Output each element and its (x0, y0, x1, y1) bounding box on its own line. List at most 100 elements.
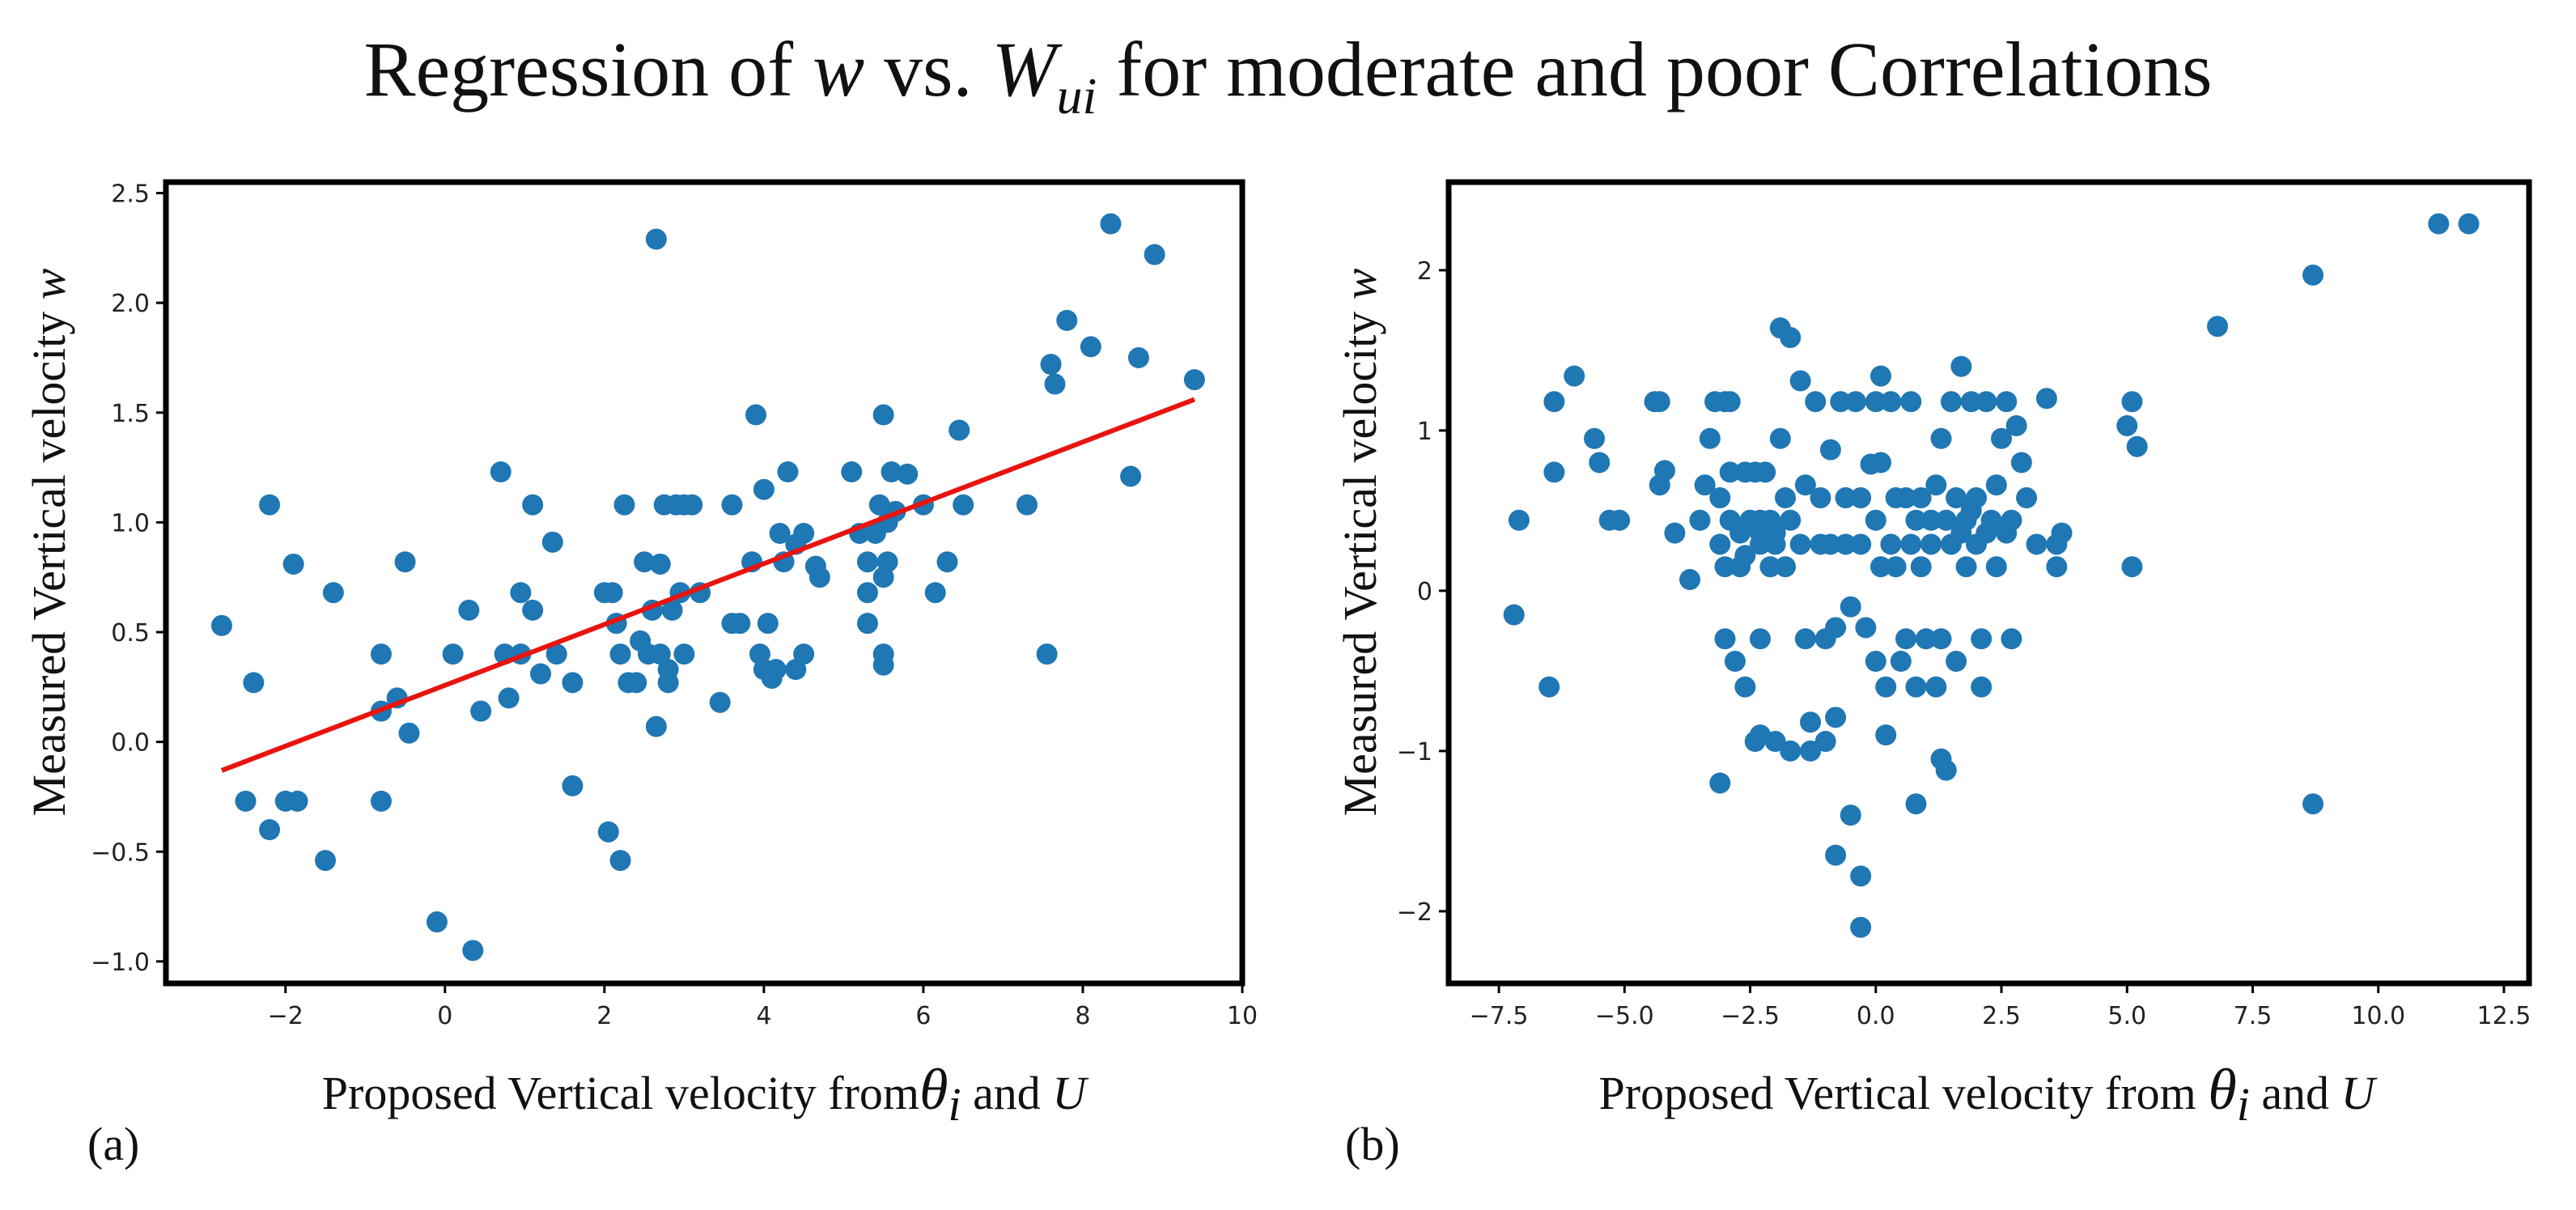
data-point (1880, 391, 1902, 413)
figure-title: Regression of w vs. Wui for moderate and… (0, 24, 2576, 126)
data-point (1127, 346, 1149, 368)
x-label-mid: and (2250, 1067, 2341, 1119)
data-point (2005, 414, 2027, 436)
data-point (609, 643, 631, 665)
y-tick-label-a: −0.5 (91, 839, 150, 867)
data-point (210, 614, 232, 636)
data-point (936, 551, 958, 573)
data-point (1895, 628, 1917, 650)
y-label-w: w (1334, 268, 1386, 299)
data-point (1709, 772, 1731, 794)
data-point (1925, 676, 1947, 698)
data-point (1920, 509, 1942, 531)
data-point (1755, 461, 1776, 483)
data-point (1800, 711, 1822, 733)
data-point (510, 582, 532, 604)
data-point (2010, 452, 2032, 473)
data-point (948, 419, 970, 441)
data-point (470, 700, 492, 722)
data-point (1900, 391, 1922, 413)
x-label-prefix: Proposed Vertical velocity from (322, 1067, 919, 1119)
data-point (897, 463, 919, 485)
data-point (1503, 604, 1525, 626)
data-point (1734, 676, 1756, 698)
y-tick-label-a: 1.0 (111, 509, 150, 537)
y-tick-label-a: 2.0 (111, 290, 150, 318)
data-point (769, 522, 791, 544)
data-point (2428, 213, 2450, 235)
x-tick-label-a: 10 (1227, 1002, 1258, 1030)
data-point (1814, 731, 1836, 753)
data-point (1679, 569, 1701, 591)
x-axis-label-a: Proposed Vertical velocity fromθi and U (322, 1057, 1090, 1131)
scatter-points-b (1503, 213, 2480, 938)
data-point (841, 461, 863, 483)
data-point (1794, 628, 1816, 650)
data-point (2458, 213, 2480, 235)
data-point (442, 643, 464, 665)
x-tick-label-b: −7.5 (1470, 1002, 1529, 1030)
data-point (729, 613, 751, 635)
data-point (1835, 533, 1857, 555)
data-point (1780, 740, 1802, 762)
data-point (645, 228, 667, 250)
x-tick-label-b: 10.0 (2351, 1002, 2405, 1030)
x-tick-label-b: 2.5 (1982, 1002, 2021, 1030)
data-point (1870, 365, 1891, 387)
data-point (2035, 388, 2057, 410)
data-point (259, 819, 281, 841)
x-tick-label-a: 6 (915, 1002, 931, 1030)
data-point (1759, 556, 1781, 578)
data-point (1649, 391, 1670, 413)
data-point (1664, 522, 1686, 544)
data-point (1991, 427, 2013, 449)
data-point (1895, 487, 1917, 509)
data-point (1709, 533, 1731, 555)
data-point (1890, 651, 1912, 673)
title-var-W: W (991, 26, 1057, 113)
data-point (1965, 487, 1987, 509)
x-tick-label-a: 0 (437, 1002, 452, 1030)
data-point (541, 531, 563, 553)
data-point (1940, 391, 1962, 413)
data-point (709, 691, 731, 713)
data-point (315, 850, 337, 872)
data-point (1980, 509, 2002, 531)
data-point (2051, 522, 2073, 544)
data-point (1855, 617, 1877, 639)
data-point (601, 582, 623, 604)
data-point (522, 599, 544, 621)
data-point (398, 722, 420, 744)
data-point (1880, 533, 1902, 555)
data-point (745, 404, 767, 426)
data-point (657, 672, 679, 694)
data-point (721, 494, 743, 516)
data-point (1789, 370, 1811, 392)
data-point (1609, 509, 1631, 531)
data-point (1749, 628, 1771, 650)
data-point (765, 659, 787, 681)
data-point (1044, 373, 1066, 395)
data-point (1915, 628, 1937, 650)
y-tick-label-a: 0.0 (111, 729, 150, 758)
data-point (1794, 474, 1816, 496)
data-point (1910, 556, 1932, 578)
data-point (1865, 651, 1886, 673)
x-label-subscript: i (2237, 1078, 2250, 1131)
data-point (1100, 213, 1122, 235)
data-point (1996, 391, 2018, 413)
data-point (597, 821, 619, 843)
data-point (1935, 509, 1957, 531)
data-point (1183, 369, 1205, 391)
data-point (1538, 676, 1560, 698)
data-point (2026, 533, 2048, 555)
title-var-w: w (813, 26, 865, 113)
panel-label-b: (b) (1345, 1118, 1400, 1170)
data-point (1930, 427, 1952, 449)
data-point (2121, 556, 2143, 578)
data-point (1870, 556, 1891, 578)
y-tick-label-b: 2 (1417, 257, 1432, 286)
data-point (1875, 676, 1897, 698)
data-point (1764, 731, 1786, 753)
data-point (243, 672, 265, 694)
